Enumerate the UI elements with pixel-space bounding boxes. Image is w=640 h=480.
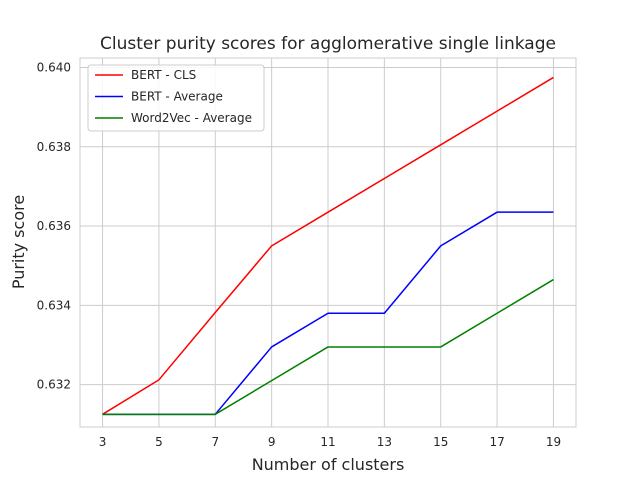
legend: BERT - CLS BERT - Average Word2Vec - Avera… (87, 64, 265, 132)
y-tick-labels: 0.632 0.634 0.636 0.638 0.640 (37, 61, 71, 392)
x-tick-label: 3 (99, 435, 107, 449)
x-axis-label: Number of clusters (252, 455, 405, 474)
series-line-1 (102, 76, 554, 415)
x-tick-label: 15 (433, 435, 448, 449)
x-tick-label: 17 (489, 435, 504, 449)
y-tick-label: 0.638 (37, 140, 71, 154)
series-line-3 (102, 278, 554, 416)
y-tick-label: 0.636 (37, 219, 71, 233)
y-tick-label: 0.640 (37, 61, 71, 75)
y-axis-label: Purity score (9, 195, 28, 289)
x-tick-label: 11 (320, 435, 335, 449)
y-tick-label: 0.634 (37, 298, 71, 312)
x-tick-label: 7 (211, 435, 219, 449)
series-layer (102, 76, 554, 416)
x-tick-label: 13 (377, 435, 392, 449)
legend-box (87, 64, 265, 132)
y-tick-label: 0.632 (37, 378, 71, 392)
legend-label: Word2Vec - Average (131, 111, 252, 125)
grid (80, 58, 576, 427)
x-tick-labels: 3 5 7 9 11 13 15 17 19 (99, 435, 561, 449)
x-tick-label: 19 (546, 435, 561, 449)
x-tick-label: 9 (268, 435, 276, 449)
chart-title: Cluster purity scores for agglomerative … (100, 34, 556, 54)
plot-frame (79, 57, 577, 428)
legend-label: BERT - CLS (131, 68, 196, 82)
legend-label: BERT - Average (131, 90, 223, 104)
x-tick-label: 5 (155, 435, 163, 449)
